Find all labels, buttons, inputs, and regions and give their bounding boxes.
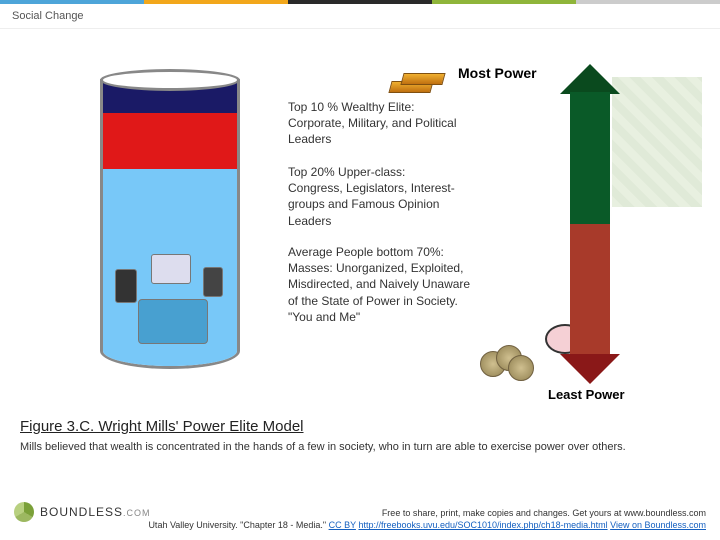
logo-text: BOUNDLESS.COM — [40, 505, 151, 519]
coins-icon — [480, 339, 535, 379]
logo-mark-icon — [14, 502, 34, 522]
footer: BOUNDLESS.COM Free to share, print, make… — [0, 507, 720, 532]
cc-license-link[interactable]: CC BY — [329, 520, 356, 530]
breadcrumb: Social Change — [0, 4, 720, 29]
arrow-up-icon — [570, 64, 610, 224]
cylinder-rim — [100, 69, 240, 91]
device-icon — [138, 299, 208, 344]
boundless-link[interactable]: www.boundless.com — [624, 508, 706, 518]
most-power-label: Most Power — [458, 65, 537, 81]
footer-source: Utah Valley University. "Chapter 18 - Me… — [148, 520, 328, 530]
tier-masses-text: Average People bottom 70%:Masses: Unorga… — [288, 244, 478, 325]
source-url-link[interactable]: http://freebooks.uvu.edu/SOC1010/index.p… — [358, 520, 607, 530]
diagram-stage: Most Power Top 10 % Wealthy Elite:Corpor… — [0, 29, 720, 419]
footer-line1: Free to share, print, make copies and ch… — [382, 508, 624, 518]
figure-caption: Figure 3.C. Wright Mills' Power Elite Mo… — [20, 418, 700, 453]
gold-bars-icon — [390, 69, 440, 99]
layer-upper-class — [103, 113, 237, 169]
device-icon — [115, 269, 137, 303]
figure-description: Mills believed that wealth is concentrat… — [20, 441, 700, 453]
cylinder-body — [100, 79, 240, 369]
tier-upper-text: Top 20% Upper-class:Congress, Legislator… — [288, 164, 478, 229]
device-icon — [203, 267, 223, 297]
view-on-boundless-link[interactable]: View on Boundless.com — [610, 520, 706, 530]
arrow-down-icon — [570, 224, 610, 384]
power-cylinder — [100, 69, 240, 369]
tier-elite-text: Top 10 % Wealthy Elite:Corporate, Milita… — [288, 99, 478, 148]
top-accent-bar — [0, 0, 720, 4]
money-background — [612, 77, 702, 207]
figure-title: Figure 3.C. Wright Mills' Power Elite Mo… — [20, 418, 700, 435]
least-power-label: Least Power — [548, 387, 625, 402]
boundless-logo: BOUNDLESS.COM — [14, 502, 151, 522]
power-arrow — [560, 64, 620, 384]
device-icon — [151, 254, 191, 284]
